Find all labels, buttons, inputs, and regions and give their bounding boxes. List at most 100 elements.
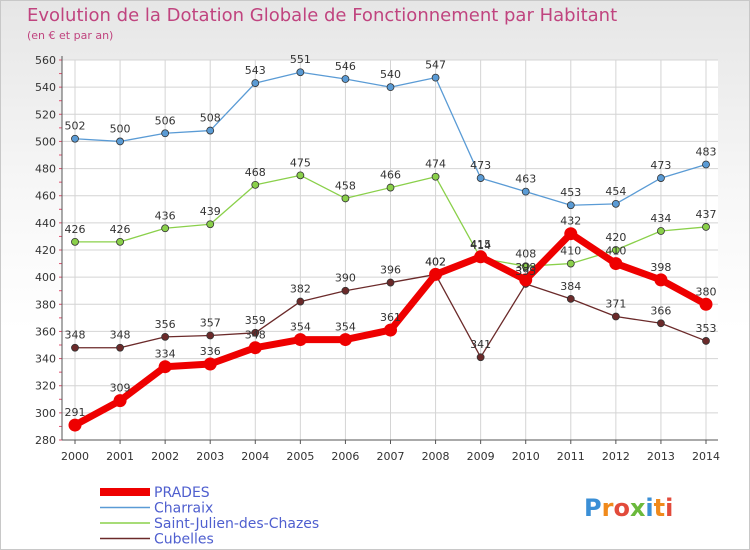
data-label-saint-julien-des-chazes: 436: [155, 209, 176, 222]
data-label-prades: 334: [155, 348, 176, 361]
x-tick-label: 2002: [151, 450, 179, 463]
x-tick-label: 2008: [422, 450, 450, 463]
data-point-charraix: [116, 137, 124, 146]
data-point-prades: [113, 394, 127, 408]
data-label-cubelles: 353: [696, 322, 717, 335]
data-point-saint-julien-des-chazes: [521, 262, 530, 271]
data-point-saint-julien-des-chazes: [206, 220, 215, 229]
data-label-prades: 354: [290, 321, 311, 334]
x-tick-label: 2005: [286, 450, 314, 463]
data-label-prades: 291: [65, 406, 86, 419]
data-label-saint-julien-des-chazes: 474: [425, 158, 446, 171]
data-point-prades: [564, 227, 578, 241]
data-label-charraix: 473: [650, 159, 671, 172]
y-tick-label: 440: [35, 217, 56, 230]
data-point-prades: [699, 297, 713, 311]
y-tick-label: 360: [35, 325, 56, 338]
data-label-prades: 402: [425, 255, 446, 268]
data-point-cubelles: [251, 328, 260, 337]
data-point-saint-julien-des-chazes: [341, 194, 350, 203]
data-label-cubelles: 341: [470, 338, 491, 351]
data-label-cubelles: 390: [335, 272, 356, 285]
data-point-cubelles: [611, 312, 620, 321]
data-point-cubelles: [71, 343, 79, 352]
data-point-saint-julien-des-chazes: [566, 259, 575, 268]
data-point-saint-julien-des-chazes: [116, 237, 124, 246]
data-point-prades: [429, 267, 443, 281]
data-label-cubelles: 382: [290, 283, 311, 296]
y-tick-label: 420: [35, 244, 56, 257]
legend-label-prades: PRADES: [154, 485, 210, 501]
data-point-saint-julien-des-chazes: [431, 172, 440, 181]
chart-subtitle: (en € et par an): [27, 29, 114, 42]
data-point-charraix: [386, 83, 395, 92]
data-label-charraix: 547: [425, 59, 446, 72]
data-label-cubelles: 356: [155, 318, 176, 331]
legend-label-cubelles: Cubelles: [154, 532, 214, 548]
data-point-cubelles: [386, 278, 395, 287]
x-tick-label: 2014: [692, 450, 720, 463]
data-point-cubelles: [566, 294, 575, 303]
data-point-saint-julien-des-chazes: [386, 183, 395, 192]
data-label-charraix: 546: [335, 60, 356, 73]
data-point-cubelles: [206, 331, 215, 340]
data-point-cubelles: [476, 353, 485, 362]
data-point-charraix: [476, 174, 485, 182]
data-label-cubelles: 359: [245, 314, 266, 327]
chart-title: Evolution de la Dotation Globale de Fonc…: [27, 5, 618, 26]
x-tick-label: 2000: [61, 450, 89, 463]
data-label-charraix: 551: [290, 53, 311, 66]
data-point-saint-julien-des-chazes: [702, 223, 710, 231]
data-label-charraix: 506: [155, 114, 176, 127]
x-tick-label: 2012: [602, 450, 630, 463]
data-label-prades: 361: [380, 311, 401, 324]
y-tick-label: 400: [35, 271, 56, 284]
data-label-saint-julien-des-chazes: 420: [605, 231, 626, 244]
data-point-prades: [293, 333, 307, 347]
data-label-charraix: 463: [515, 173, 536, 186]
data-point-prades: [158, 360, 172, 374]
data-label-prades: 354: [335, 321, 356, 334]
data-point-charraix: [521, 187, 530, 196]
data-point-saint-julien-des-chazes: [161, 224, 170, 233]
data-label-prades: 348: [245, 329, 266, 342]
data-label-saint-julien-des-chazes: 475: [290, 156, 311, 169]
data-point-saint-julien-des-chazes: [657, 227, 665, 235]
data-point-charraix: [611, 199, 620, 208]
data-label-saint-julien-des-chazes: 458: [335, 179, 356, 192]
data-label-prades: 309: [110, 382, 131, 395]
y-tick-label: 560: [35, 54, 56, 67]
data-point-charraix: [702, 160, 710, 169]
data-point-saint-julien-des-chazes: [296, 171, 305, 180]
data-label-cubelles: 402: [425, 255, 446, 268]
data-label-prades: 380: [696, 285, 717, 298]
y-tick-label: 280: [35, 434, 56, 447]
data-label-saint-julien-des-chazes: 426: [65, 223, 86, 236]
data-label-prades: 415: [470, 238, 491, 251]
data-point-cubelles: [116, 343, 124, 352]
data-label-cubelles: 395: [515, 265, 536, 278]
data-point-prades: [338, 333, 352, 347]
y-tick-label: 340: [35, 353, 56, 366]
data-point-prades: [248, 341, 262, 355]
y-tick-label: 520: [35, 108, 56, 121]
data-point-prades: [384, 323, 397, 337]
data-label-charraix: 508: [200, 112, 221, 125]
data-label-saint-julien-des-chazes: 434: [650, 212, 671, 225]
data-label-saint-julien-des-chazes: 466: [380, 169, 401, 182]
y-tick-label: 460: [35, 190, 56, 203]
data-point-cubelles: [341, 286, 350, 295]
x-tick-label: 2009: [467, 450, 495, 463]
data-point-prades: [519, 273, 533, 287]
data-point-charraix: [341, 75, 350, 83]
data-label-prades: 398: [650, 261, 671, 274]
y-tick-label: 320: [35, 380, 56, 393]
data-label-charraix: 453: [560, 186, 581, 199]
data-label-charraix: 483: [696, 146, 717, 159]
x-tick-label: 2003: [196, 450, 224, 463]
data-point-cubelles: [657, 319, 665, 328]
data-label-saint-julien-des-chazes: 426: [110, 223, 131, 236]
data-point-prades: [474, 250, 488, 264]
data-point-charraix: [251, 79, 260, 87]
